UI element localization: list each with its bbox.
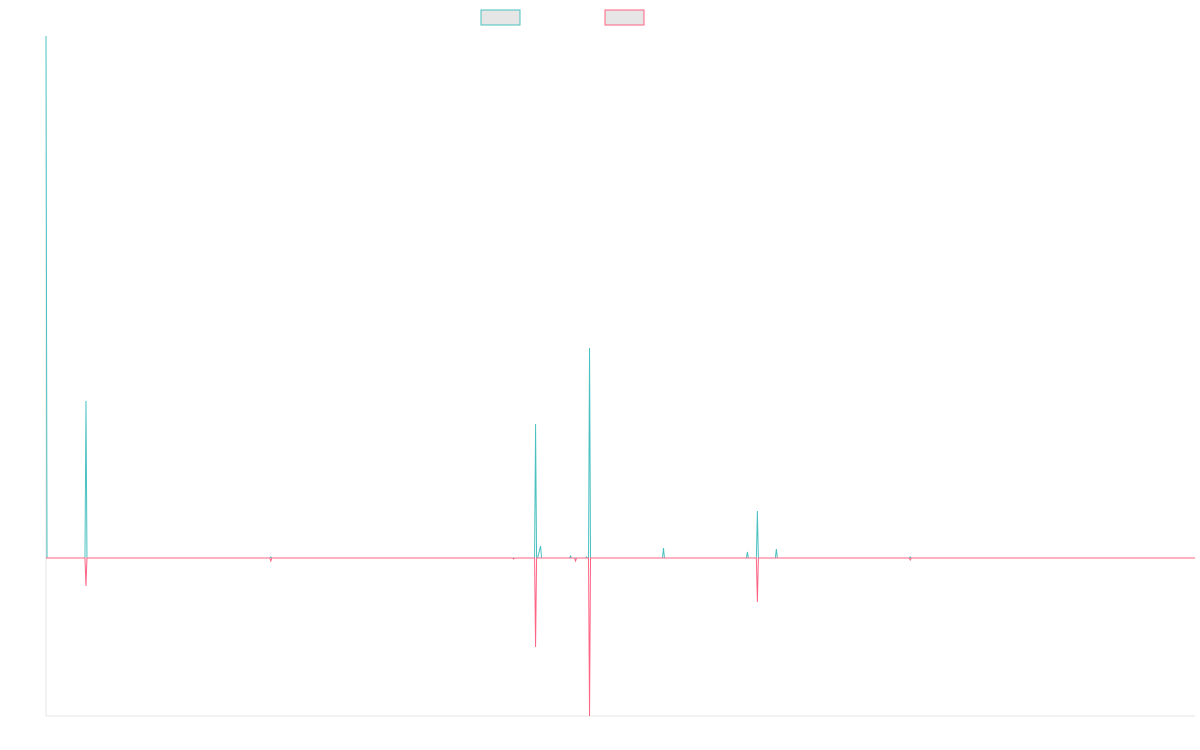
series-2: [46, 557, 1195, 717]
series-layer: [45, 35, 1195, 717]
series-line-2: [46, 557, 1195, 717]
series-1: [45, 35, 1195, 559]
legend: [480, 9, 645, 26]
legend-swatch-2[interactable]: [604, 9, 645, 26]
axes: [45, 36, 1195, 717]
legend-swatch-1[interactable]: [480, 9, 521, 26]
series-line-1: [45, 35, 1195, 559]
